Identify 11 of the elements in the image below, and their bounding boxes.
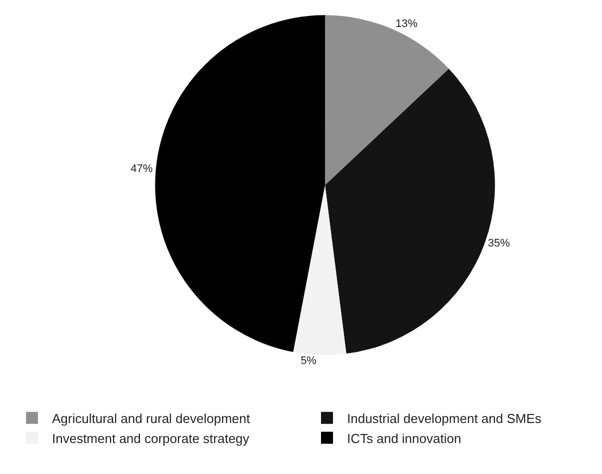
data-label: 5% [300,354,317,367]
pie-slice [155,15,326,352]
legend-label: Industrial development and SMEs [347,410,542,426]
data-label: 13% [396,18,418,30]
legend-label: ICTs and innovation [347,430,462,446]
data-label: 35% [488,237,510,250]
legend-label: Investment and corporate strategy [52,430,250,446]
pie-slice [325,15,449,186]
legend-label: Agricultural and rural development [52,410,250,426]
pie-slice [293,185,346,355]
data-label: 47% [130,163,153,176]
